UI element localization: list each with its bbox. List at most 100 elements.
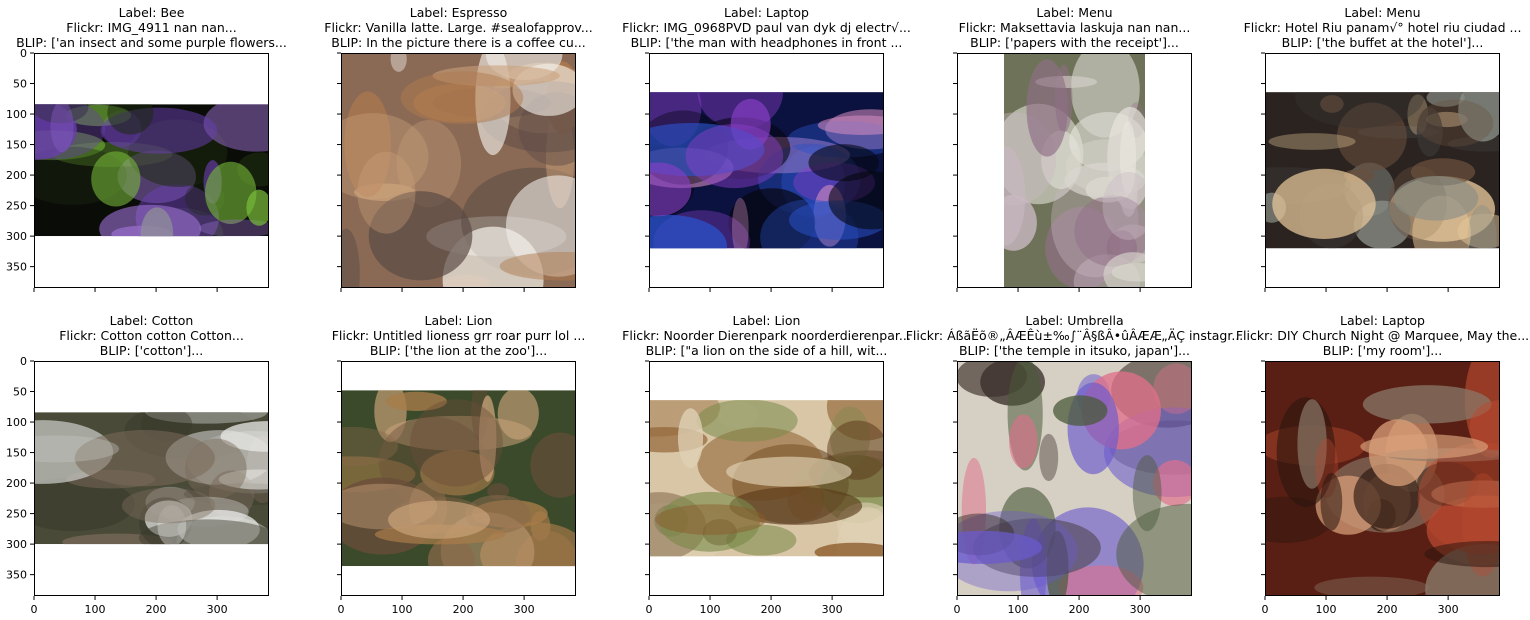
- photo-blob: [696, 400, 798, 442]
- photo-blob: [91, 151, 141, 207]
- photo-blob: [34, 104, 106, 160]
- x-tick-label: 100: [1008, 603, 1029, 616]
- panel-label: Label: Menu: [1036, 5, 1112, 20]
- x-tick-label: 200: [1069, 603, 1090, 616]
- photo: [649, 400, 884, 557]
- photo-blob: [357, 151, 416, 234]
- photo-blob: [1416, 107, 1443, 157]
- photo-blob: [828, 171, 884, 230]
- panel-flickr-caption: Flickr: Maksettavia laskuja nan nan...: [959, 20, 1191, 35]
- y-tick-label: 50: [13, 386, 27, 399]
- y-tick-label: 200: [6, 477, 27, 490]
- panel-blip-caption: BLIP: ["a lion on the side of a hill, wi…: [646, 343, 888, 358]
- panel-flickr-caption: Flickr: Untitled lioness grr roar purr l…: [332, 328, 586, 343]
- photo-blob: [177, 509, 260, 545]
- photo-blob: [1458, 92, 1500, 142]
- panel-blip-caption: BLIP: ['the lion at the zoo']...: [370, 343, 547, 358]
- x-tick-label: 0: [646, 603, 653, 616]
- photo-blob: [1153, 363, 1192, 414]
- panel-blip-caption: BLIP: ['papers with the receipt']...: [970, 35, 1179, 50]
- photo-blob: [246, 189, 269, 226]
- axes-frame: [34, 361, 269, 596]
- x-tick-label: 100: [700, 603, 721, 616]
- panel-label: Label: Lion: [733, 313, 801, 328]
- photo-blob: [655, 504, 767, 535]
- photo-blob: [50, 104, 74, 153]
- photo-blob: [808, 144, 879, 182]
- y-tick-label: 350: [6, 261, 27, 274]
- photo-blob: [677, 408, 704, 469]
- photo-blob: [390, 53, 407, 72]
- photo-blob: [368, 191, 473, 281]
- photo-blob: [1431, 480, 1500, 508]
- photo-blob: [1039, 433, 1059, 482]
- panel-flickr-caption: Flickr: Hotel Riu panam√° hotel riu ciud…: [1244, 20, 1522, 35]
- panel-flickr-caption: Flickr: Vanilla latte. Large. #sealofapp…: [324, 20, 593, 35]
- photo-blob: [1119, 121, 1137, 195]
- x-tick-label: 0: [954, 603, 961, 616]
- photo-blob: [1320, 95, 1344, 113]
- photo-blob: [505, 175, 576, 277]
- photo-blob: [388, 500, 491, 539]
- photo-blob: [1424, 541, 1500, 568]
- photo-blob: [814, 542, 884, 557]
- panel-label: Label: Lion: [425, 313, 493, 328]
- photo-blob: [1393, 175, 1479, 221]
- photo-blob: [34, 435, 120, 463]
- y-tick-label: 300: [6, 538, 27, 551]
- photo-blob: [497, 390, 539, 440]
- photo-blob: [478, 395, 497, 482]
- photo-blob: [427, 537, 475, 567]
- photo-blob: [138, 519, 269, 545]
- photo-blob: [1295, 92, 1425, 128]
- photo-blob: [1103, 252, 1145, 288]
- x-tick-label: 300: [1130, 603, 1151, 616]
- photo-blob: [74, 430, 215, 487]
- photo-blob: [817, 115, 884, 135]
- photo: [34, 104, 269, 237]
- photo-blob: [203, 104, 269, 152]
- photo: [341, 390, 576, 567]
- photo-blob: [341, 228, 360, 288]
- photo-blob: [1268, 133, 1356, 150]
- photo-blob: [685, 124, 784, 189]
- panel-blip-caption: BLIP: ['cotton']...: [100, 343, 203, 358]
- x-tick-label: 100: [85, 603, 106, 616]
- x-tick-label: 200: [1377, 603, 1398, 616]
- axes-frame: [649, 53, 884, 288]
- axes-frame: [341, 53, 576, 288]
- axes-frame: [1265, 361, 1500, 596]
- photo-blob: [121, 487, 216, 524]
- photo-blob: [107, 104, 154, 135]
- photo-blob: [530, 432, 576, 498]
- photo: [341, 53, 576, 288]
- photo-blob: [1297, 399, 1327, 489]
- photo-blob: [1360, 434, 1489, 459]
- y-tick-label: 0: [20, 47, 27, 60]
- photo-blob: [1362, 385, 1492, 424]
- panel-blip-caption: BLIP: ['an insect and some purple flower…: [16, 35, 287, 50]
- panel-label: Label: Umbrella: [1025, 313, 1123, 328]
- photo-blob: [499, 251, 576, 281]
- photo-blob: [385, 391, 447, 412]
- photo-blob: [1314, 576, 1429, 596]
- panel-label: Label: Menu: [1344, 5, 1420, 20]
- photo-blob: [34, 104, 89, 124]
- photo-blob: [731, 197, 749, 249]
- y-tick-label: 350: [6, 569, 27, 582]
- photo-blob: [1004, 194, 1037, 251]
- photo-blob: [344, 91, 392, 198]
- x-tick-label: 300: [207, 603, 228, 616]
- y-tick-label: 0: [20, 355, 27, 368]
- photo-blob: [728, 188, 816, 249]
- panel-label: Label: Bee: [119, 5, 185, 20]
- panel-blip-caption: BLIP: ['the temple in itsuko, japan']...: [959, 343, 1190, 358]
- photo: [649, 92, 884, 249]
- photo-blob: [1467, 205, 1497, 249]
